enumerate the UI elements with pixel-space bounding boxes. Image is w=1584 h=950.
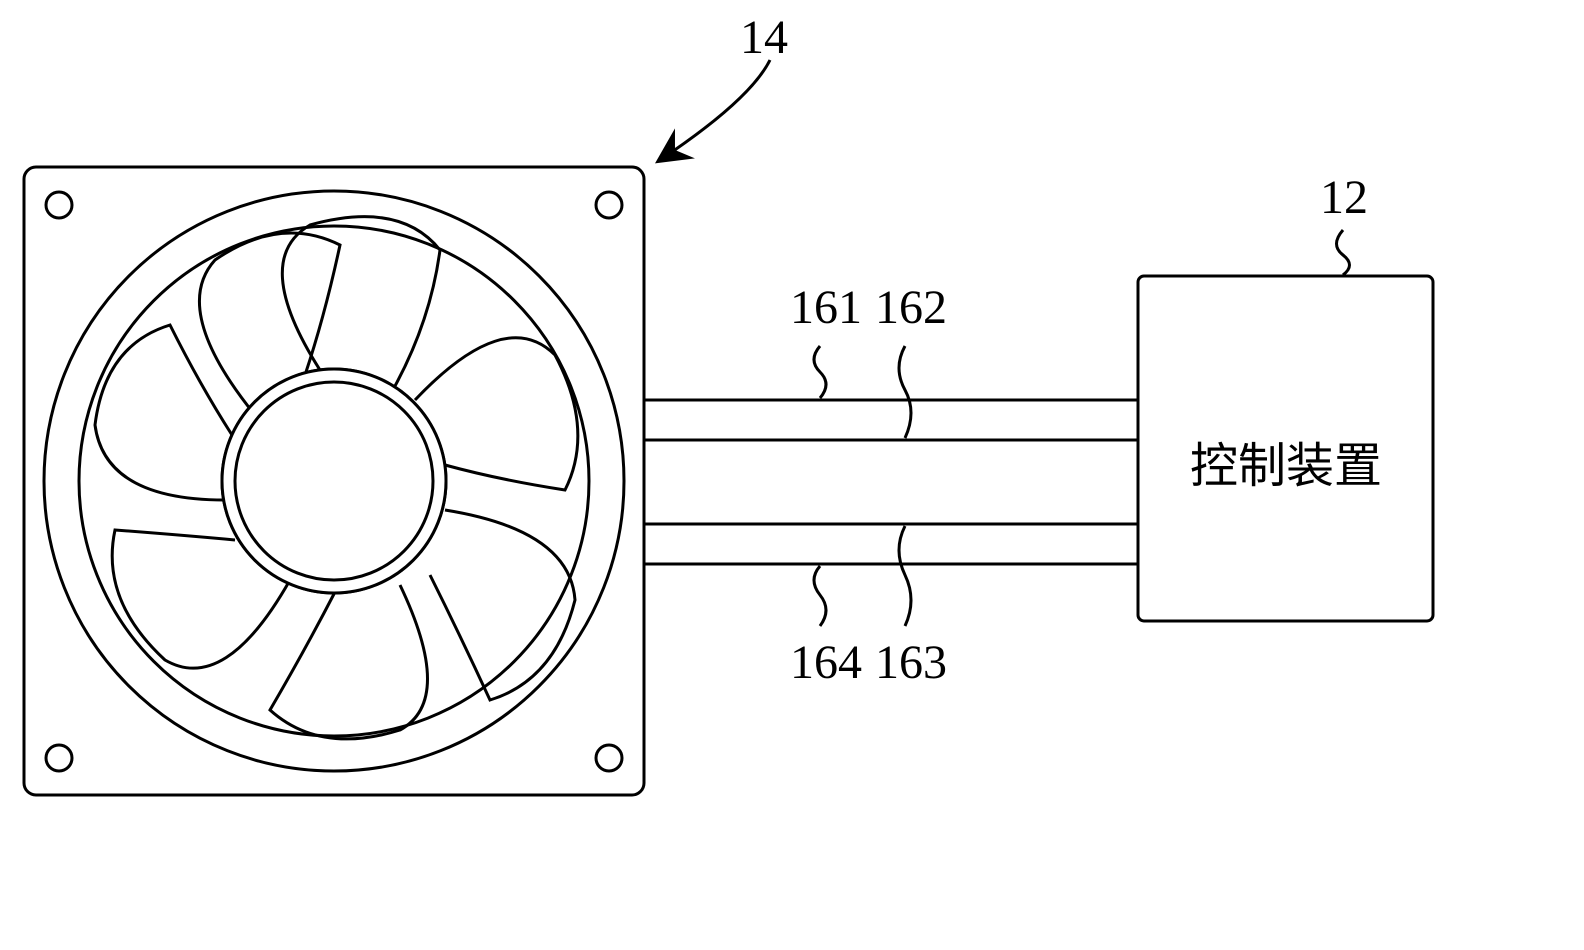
label-161: 161 — [790, 280, 862, 335]
leader-14 — [660, 60, 770, 160]
leader-163 — [899, 526, 911, 626]
label-163: 163 — [875, 635, 947, 690]
label-14: 14 — [740, 10, 788, 65]
leader-12 — [1337, 230, 1350, 275]
label-164: 164 — [790, 635, 862, 690]
screw-hole — [596, 192, 622, 218]
leader-161 — [814, 346, 826, 398]
label-162: 162 — [875, 280, 947, 335]
leader-162 — [899, 346, 911, 438]
screw-hole — [46, 745, 72, 771]
label-control-text: 控制装置 — [1190, 426, 1382, 496]
label-12: 12 — [1320, 170, 1368, 225]
screw-hole — [46, 192, 72, 218]
diagram-container: 14 12 161 162 164 163 控制装置 — [0, 0, 1584, 950]
screw-hole — [596, 745, 622, 771]
leader-164 — [814, 566, 826, 626]
